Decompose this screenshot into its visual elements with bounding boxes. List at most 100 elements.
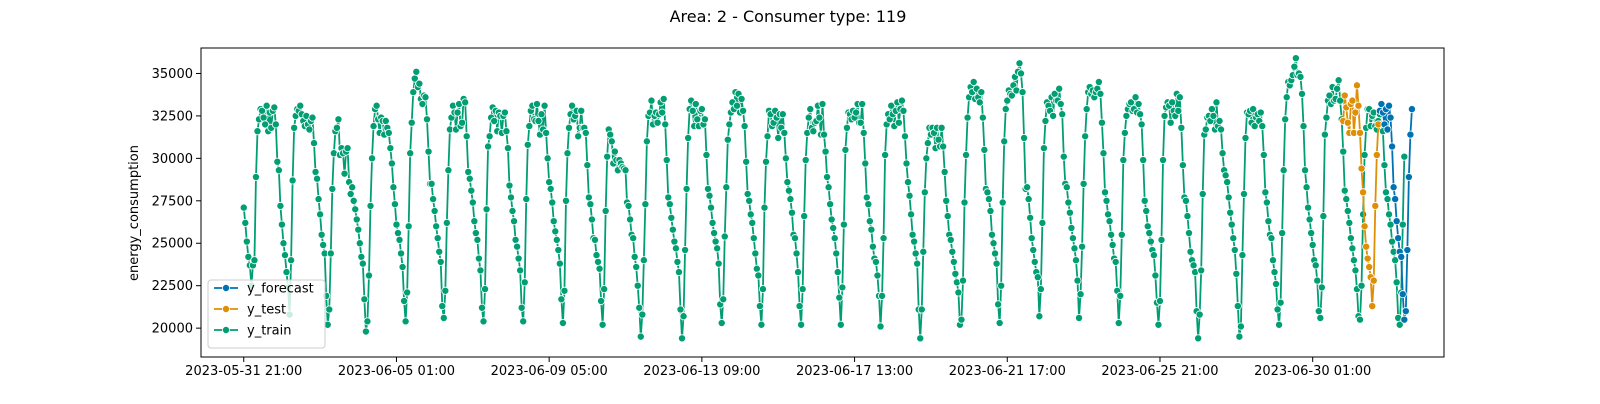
data-point — [994, 300, 1003, 309]
data-point — [670, 237, 679, 246]
data-point — [667, 213, 676, 222]
data-point — [1352, 81, 1361, 90]
data-point — [949, 257, 958, 266]
data-point — [424, 147, 433, 156]
data-point — [681, 246, 690, 255]
data-point — [273, 157, 282, 166]
data-point — [1395, 320, 1404, 329]
data-point — [774, 133, 783, 142]
data-point — [1136, 110, 1145, 119]
data-point — [702, 150, 711, 159]
y-tick-label: 35000 — [152, 67, 193, 82]
data-point — [1314, 307, 1323, 316]
data-point — [839, 220, 848, 229]
data-point — [720, 232, 729, 241]
data-point — [1339, 147, 1348, 156]
data-point — [763, 132, 772, 141]
data-point — [358, 259, 367, 268]
data-point — [432, 222, 441, 231]
data-point — [404, 222, 413, 231]
data-point — [1404, 173, 1413, 182]
data-point — [262, 101, 271, 110]
data-point — [1356, 128, 1365, 137]
data-point — [665, 200, 674, 209]
data-point — [1406, 130, 1415, 139]
data-point — [1201, 125, 1210, 134]
data-point — [923, 139, 932, 148]
data-point — [1104, 210, 1113, 219]
data-point — [1278, 229, 1287, 238]
data-point — [422, 115, 431, 124]
data-point — [500, 108, 509, 117]
data-point — [317, 230, 326, 239]
data-point — [977, 88, 986, 97]
data-point — [1224, 193, 1233, 202]
data-point — [288, 176, 297, 185]
data-point — [722, 183, 731, 192]
data-point — [1259, 150, 1268, 159]
data-point — [1357, 164, 1366, 173]
data-point — [705, 191, 714, 200]
data-point — [876, 322, 885, 331]
data-point — [1348, 244, 1357, 253]
data-point — [653, 118, 662, 127]
data-point — [517, 303, 526, 312]
data-point — [842, 123, 851, 132]
data-point — [470, 217, 479, 226]
data-point — [545, 178, 554, 187]
x-tick-label: 2023-06-21 17:00 — [949, 364, 1066, 379]
data-point — [1122, 111, 1131, 120]
data-point — [786, 195, 795, 204]
data-point — [629, 234, 638, 243]
data-point — [516, 266, 525, 275]
data-point — [594, 257, 603, 266]
legend-box — [207, 279, 326, 349]
data-point — [1342, 195, 1351, 204]
data-point — [308, 113, 317, 122]
data-point — [560, 286, 569, 295]
data-point — [829, 223, 838, 232]
data-point — [1343, 206, 1352, 215]
data-point — [1386, 113, 1395, 122]
data-point — [723, 135, 732, 144]
data-point — [1017, 69, 1026, 78]
data-point — [537, 110, 546, 119]
data-point — [954, 288, 963, 297]
data-point — [1157, 235, 1166, 244]
y-tick-label: 27500 — [152, 194, 193, 209]
data-point — [482, 205, 491, 214]
data-point — [372, 101, 381, 110]
data-point — [543, 154, 552, 163]
data-point — [1386, 220, 1395, 229]
data-point — [984, 195, 993, 204]
data-point — [1198, 190, 1207, 199]
data-point — [259, 113, 268, 122]
x-tick-label: 2023-06-17 13:00 — [796, 364, 913, 379]
data-point — [421, 93, 430, 102]
data-point — [838, 283, 847, 292]
data-point — [1029, 246, 1038, 255]
data-point — [603, 152, 612, 161]
data-point — [1168, 98, 1177, 107]
data-point — [1102, 196, 1111, 205]
data-point — [1281, 115, 1290, 124]
data-point — [897, 96, 906, 105]
data-point — [939, 142, 948, 151]
data-point — [809, 127, 818, 136]
data-point — [343, 144, 352, 153]
data-point — [658, 108, 667, 117]
data-point — [1097, 118, 1106, 127]
data-point — [1000, 137, 1009, 146]
data-point — [1345, 218, 1354, 227]
series-y-train — [239, 54, 1409, 343]
data-point — [868, 242, 877, 251]
data-point — [534, 117, 543, 126]
data-point — [389, 183, 398, 192]
data-point — [647, 96, 656, 105]
data-point — [462, 132, 471, 141]
data-point — [1381, 188, 1390, 197]
data-point — [441, 286, 450, 295]
data-point — [610, 147, 619, 156]
series-line — [1378, 103, 1413, 321]
data-point — [1392, 217, 1401, 226]
